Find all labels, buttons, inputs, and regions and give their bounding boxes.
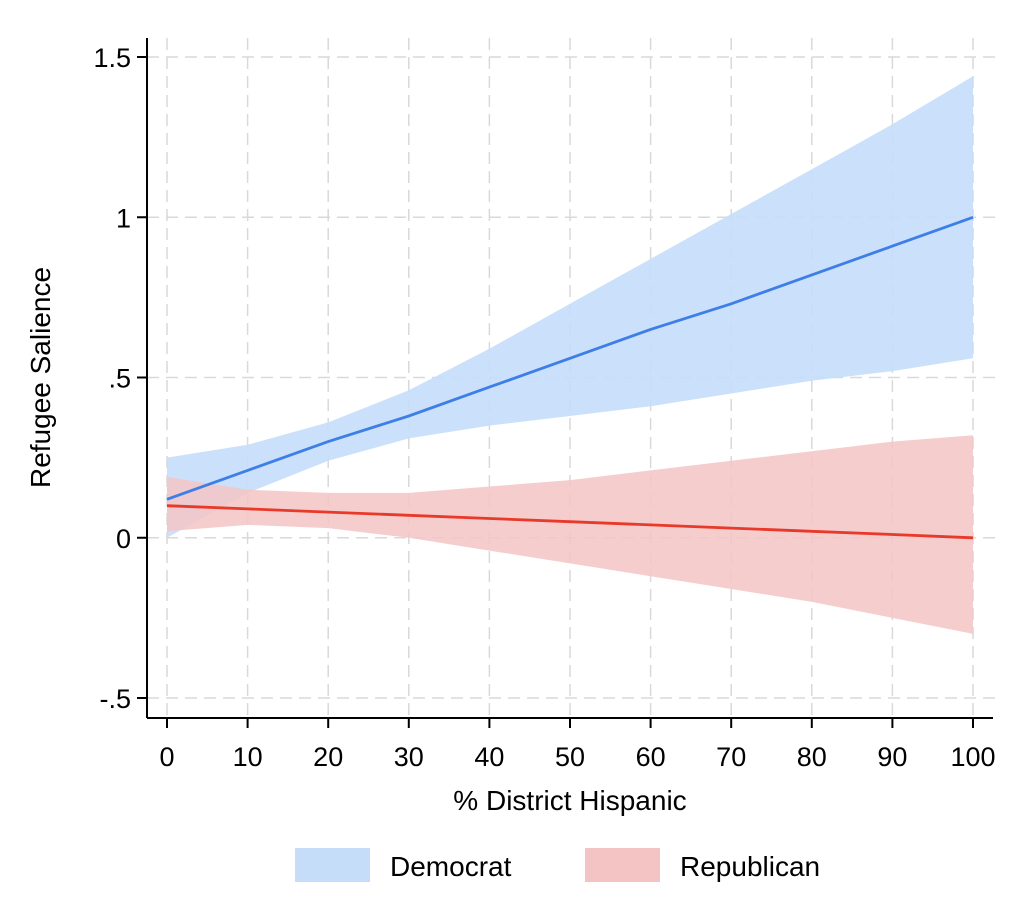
x-tick-label: 40 [474,742,504,772]
y-tick-label: .5 [108,364,131,394]
y-tick-label: 1.5 [93,43,131,73]
x-axis-title: % District Hispanic [453,785,686,816]
y-tick-label: -.5 [99,684,131,714]
y-tick-label: 1 [116,203,131,233]
fitted-lines [166,215,974,540]
y-axis-title: Refugee Salience [25,267,56,488]
legend: Democrat Republican [295,848,820,882]
x-tick-label: 60 [636,742,666,772]
x-tick-label: 80 [797,742,827,772]
ci-band-democrat [167,76,973,538]
x-tick-label: 90 [877,742,907,772]
axis-ticks: -.5 0 .5 1 1.5 0 10 20 30 40 50 60 70 80 90 100 [93,43,995,772]
legend-swatch-democrat [295,848,370,882]
x-tick-label: 20 [313,742,343,772]
x-tick-label: 0 [159,742,174,772]
x-tick-label: 100 [950,742,995,772]
x-tick-label: 50 [555,742,585,772]
x-tick-label: 70 [716,742,746,772]
legend-label-republican: Republican [680,851,820,882]
line-democrat [166,215,974,501]
y-tick-label: 0 [116,524,131,554]
confidence-bands [167,76,973,634]
x-tick-label: 10 [233,742,263,772]
ci-band-republican [167,435,973,634]
legend-swatch-republican [585,848,660,882]
line-republican [166,504,974,540]
x-tick-label: 30 [394,742,424,772]
legend-label-democrat: Democrat [390,851,512,882]
